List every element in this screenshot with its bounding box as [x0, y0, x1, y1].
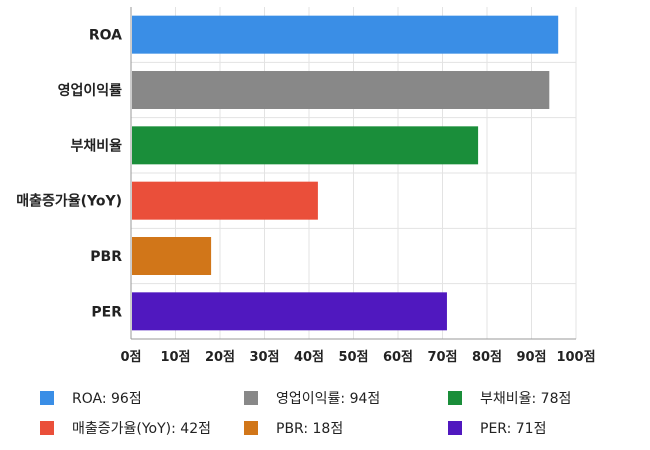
bar-0 — [132, 15, 559, 54]
bar-3 — [132, 181, 318, 220]
bar-2 — [132, 126, 479, 165]
bar-4 — [132, 237, 212, 275]
x-tick-label-10: 100점 — [556, 350, 595, 365]
x-tick-label-3: 30점 — [249, 350, 279, 365]
x-tick-label-9: 90점 — [516, 350, 546, 365]
x-tick-label-4: 40점 — [294, 350, 324, 365]
category-label-4: PBR — [90, 249, 122, 265]
x-tick-label-2: 20점 — [205, 350, 235, 365]
legend-item-1: 영업이익률: 94점 — [244, 388, 448, 408]
category-label-5: PER — [91, 304, 122, 320]
category-label-1: 영업이익률 — [58, 82, 123, 99]
x-tick-label-5: 50점 — [338, 350, 368, 365]
legend-label-5: PER: 71점 — [480, 421, 547, 437]
legend-item-0: ROA: 96점 — [40, 388, 244, 408]
legend-item-3: 매출증가율(YoY): 42점 — [40, 418, 244, 438]
legend-swatch-5 — [448, 421, 462, 435]
category-label-0: ROA — [89, 28, 122, 44]
bar-1 — [132, 71, 550, 109]
legend-swatch-4 — [244, 421, 258, 435]
legend-item-5: PER: 71점 — [448, 418, 640, 438]
legend-swatch-1 — [244, 391, 258, 405]
legend-swatch-3 — [40, 421, 54, 435]
legend-label-4: PBR: 18점 — [276, 421, 344, 437]
category-label-3: 매출증가율(YoY) — [16, 193, 122, 210]
x-tick-label-8: 80점 — [472, 350, 502, 365]
legend-swatch-0 — [40, 391, 54, 405]
bar-5 — [132, 292, 447, 331]
legend-label-3: 매출증가율(YoY): 42점 — [72, 421, 211, 437]
legend-item-2: 부채비율: 78점 — [448, 388, 640, 408]
legend-label-1: 영업이익률: 94점 — [276, 391, 381, 407]
legend-label-0: ROA: 96점 — [72, 391, 142, 407]
legend-item-4: PBR: 18점 — [244, 418, 448, 438]
x-tick-label-7: 70점 — [427, 350, 457, 365]
x-tick-label-0: 0점 — [120, 350, 141, 365]
category-label-2: 부채비율 — [70, 137, 122, 154]
x-tick-label-1: 10점 — [160, 350, 190, 365]
legend-swatch-2 — [448, 391, 462, 405]
x-tick-label-6: 60점 — [383, 350, 413, 365]
legend-label-2: 부채비율: 78점 — [480, 391, 572, 407]
